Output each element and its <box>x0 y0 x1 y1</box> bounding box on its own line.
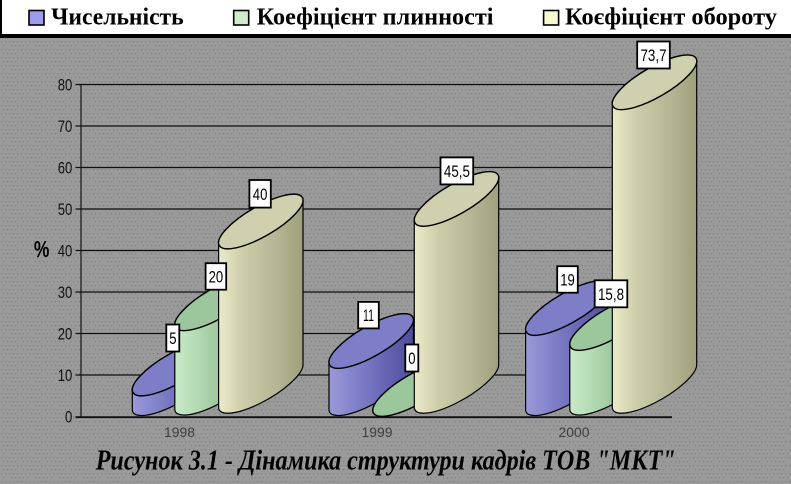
svg-text:60: 60 <box>58 159 73 178</box>
svg-text:0: 0 <box>408 349 415 368</box>
svg-text:11: 11 <box>363 306 374 325</box>
svg-text:80: 80 <box>58 76 73 95</box>
svg-text:5: 5 <box>169 329 176 348</box>
svg-text:40: 40 <box>253 185 268 204</box>
svg-text:40: 40 <box>58 242 73 261</box>
svg-text:1998: 1998 <box>164 425 195 440</box>
svg-text:45,5: 45,5 <box>444 162 470 181</box>
svg-text:1999: 1999 <box>362 425 393 440</box>
svg-text:70: 70 <box>58 117 73 136</box>
svg-text:Чисельність: Чисельність <box>51 5 184 31</box>
svg-text:Коєфіцієнт обороту: Коєфіцієнт обороту <box>565 5 777 31</box>
svg-text:Коефіцієнт плинності: Коефіцієнт плинності <box>257 5 494 31</box>
svg-text:20: 20 <box>209 268 224 287</box>
svg-text:15,8: 15,8 <box>598 285 624 304</box>
svg-text:73,7: 73,7 <box>641 46 667 65</box>
svg-text:Рисунок 3.1 - Дінамика структу: Рисунок 3.1 - Дінамика структури кадрів … <box>95 445 676 476</box>
svg-text:%: % <box>34 236 50 262</box>
svg-text:20: 20 <box>58 325 73 344</box>
svg-text:19: 19 <box>560 271 575 290</box>
svg-text:50: 50 <box>58 200 73 219</box>
svg-text:10: 10 <box>58 366 73 385</box>
svg-text:2000: 2000 <box>559 425 590 440</box>
svg-text:0: 0 <box>65 408 72 427</box>
svg-text:30: 30 <box>58 283 73 302</box>
